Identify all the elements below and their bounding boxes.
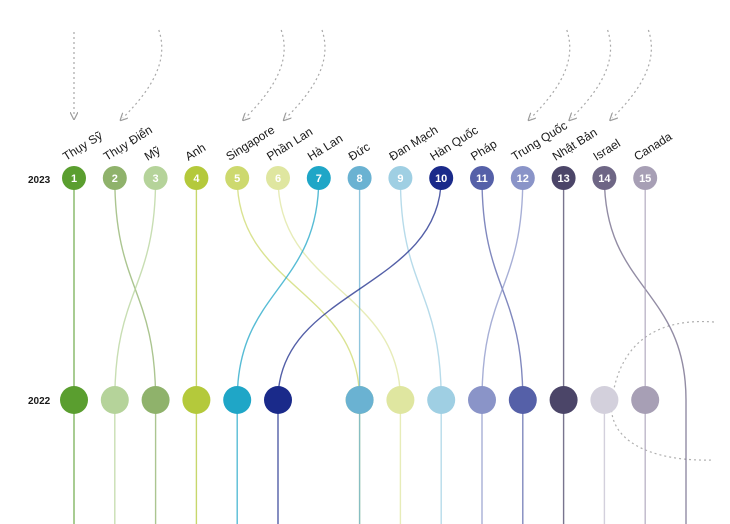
dot-2022-thụy-sỹ — [60, 386, 88, 414]
dot-2022-thụy-điển — [141, 386, 170, 414]
rank-number-mỹ: 3 — [153, 173, 159, 185]
dot-2022-mỹ — [100, 386, 129, 414]
new-entry-arrow-6 — [286, 29, 326, 118]
rank-number-thụy-điển: 2 — [112, 173, 118, 185]
dropped-out-curve — [610, 320, 715, 461]
dots-2023-layer: 1 2 3 4 5 6 7 8 9 10 11 12 13 14 15 — [62, 166, 658, 190]
rank-line-hàn-quốc — [277, 177, 442, 524]
rank-number-singapore: 5 — [234, 173, 240, 185]
country-label-thụy-sỹ: Thụy Sỹ — [60, 128, 105, 163]
dot-2023-pháp — [470, 166, 494, 190]
rank-line-pháp — [481, 177, 524, 524]
dot-2023-anh — [184, 166, 209, 190]
new-entry-arrow-14 — [612, 29, 652, 118]
rank-number-canada: 15 — [639, 173, 651, 185]
new-entry-arrow-2 — [123, 29, 163, 118]
dot-2022-hà-lan — [223, 386, 252, 414]
dot-2023-hà-lan — [306, 166, 331, 190]
rank-line-trung-quốc — [481, 177, 524, 524]
dot-2022-phần-lan — [386, 386, 415, 414]
year-label-2022: 2022 — [28, 396, 51, 407]
dot-2023-canada — [633, 166, 658, 190]
rank-line-phần-lan — [277, 177, 402, 524]
rank-number-trung-quốc: 12 — [517, 173, 529, 185]
dot-2023-nhật-bản — [551, 166, 576, 190]
dot-2022-đức — [345, 386, 374, 414]
country-label-israel: Israel — [591, 136, 623, 163]
rank-number-pháp: 11 — [476, 173, 488, 185]
rank-number-hà-lan: 7 — [316, 173, 322, 185]
year-label-2023: 2023 — [28, 175, 51, 186]
country-label-canada: Canada — [631, 129, 674, 163]
dot-2022-anh — [182, 386, 211, 414]
dot-2023-phần-lan — [266, 166, 290, 190]
dot-2022-canada — [631, 386, 660, 414]
dot-2023-israel — [592, 166, 617, 190]
dot-2022-nhật-bản — [549, 386, 578, 414]
new-entry-arrow-5 — [245, 29, 285, 118]
country-label-mỹ: Mỹ — [142, 143, 163, 163]
country-label-đức: Đức — [346, 140, 373, 164]
dot-2022-pháp — [508, 386, 537, 414]
rank-line-thụy-điển — [114, 177, 157, 524]
rank-line-đan-mạch — [399, 177, 442, 524]
rank-number-nhật-bản: 13 — [557, 173, 569, 185]
new-entry-arrow-12 — [531, 29, 571, 118]
dot-2023-đan-mạch — [388, 166, 413, 190]
dot-2022-extra-0 — [590, 386, 619, 414]
rank-number-hàn-quốc: 10 — [435, 173, 447, 185]
rank-number-thụy-sỹ: 1 — [71, 173, 77, 185]
lines-layer — [73, 177, 687, 524]
dot-2023-thụy-sỹ — [62, 166, 86, 190]
dot-2023-hàn-quốc — [429, 166, 454, 190]
rank-line-mỹ — [114, 177, 157, 524]
dots-2022-layer — [60, 386, 660, 414]
dot-2023-trung-quốc — [510, 166, 535, 190]
rank-number-đan-mạch: 9 — [397, 173, 403, 185]
rank-line-hà-lan — [236, 177, 320, 524]
dot-2023-đức — [347, 166, 372, 190]
country-label-anh: Anh — [183, 140, 209, 163]
rank-line-singapore — [236, 177, 361, 524]
country-label-pháp: Pháp — [468, 137, 499, 164]
new-entry-arrow-13 — [572, 29, 612, 118]
dot-2022-hàn-quốc — [264, 386, 292, 414]
dot-2023-singapore — [225, 166, 250, 190]
dot-2022-trung-quốc — [468, 386, 496, 414]
dot-2023-mỹ — [143, 166, 168, 190]
rank-number-anh: 4 — [193, 173, 200, 185]
rank-number-đức: 8 — [357, 173, 363, 185]
dot-2023-thụy-điển — [102, 166, 127, 190]
dot-2022-đan-mạch — [427, 386, 456, 414]
rank-number-israel: 14 — [598, 173, 611, 185]
rank-number-phần-lan: 6 — [275, 173, 281, 185]
rank-line-israel — [603, 177, 687, 524]
